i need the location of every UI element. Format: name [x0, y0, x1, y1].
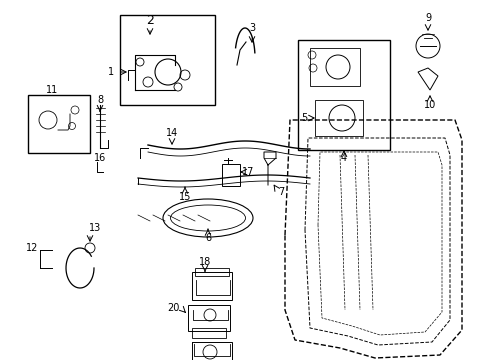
Text: 12: 12 — [26, 243, 38, 253]
Bar — [297, 40, 389, 150]
Text: 9: 9 — [424, 13, 430, 23]
Bar — [192, 328, 225, 338]
Text: 16: 16 — [94, 153, 106, 163]
Text: 10: 10 — [423, 100, 435, 110]
Text: 13: 13 — [89, 223, 101, 233]
Text: 8: 8 — [97, 95, 103, 105]
Bar — [187, 305, 229, 331]
Text: 1: 1 — [108, 67, 114, 77]
Bar — [120, 15, 215, 105]
Text: 7: 7 — [278, 187, 284, 197]
Text: 11: 11 — [46, 85, 58, 95]
Text: 6: 6 — [204, 233, 211, 243]
Text: 2: 2 — [146, 13, 154, 27]
Text: 5: 5 — [300, 113, 306, 123]
Text: 20: 20 — [167, 303, 180, 313]
Bar — [192, 342, 231, 360]
Bar — [28, 95, 90, 153]
Bar — [195, 268, 228, 276]
Text: 14: 14 — [165, 128, 178, 138]
Text: 15: 15 — [179, 192, 191, 202]
Text: 4: 4 — [340, 153, 346, 163]
Text: 17: 17 — [242, 167, 254, 177]
Bar — [192, 272, 231, 300]
Bar — [314, 100, 362, 136]
Text: 18: 18 — [199, 257, 211, 267]
Bar — [309, 48, 359, 86]
Text: 3: 3 — [248, 23, 255, 33]
Bar — [222, 164, 240, 186]
